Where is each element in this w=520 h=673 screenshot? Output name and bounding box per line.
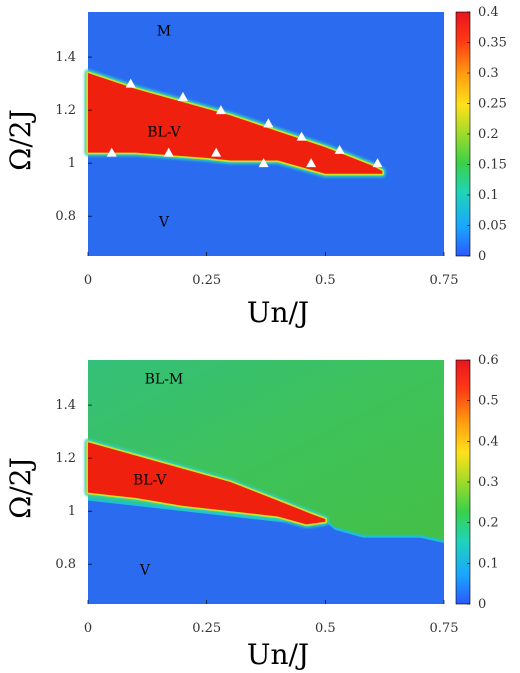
y-tick-label: 1.4 (55, 398, 76, 413)
x-tick-label: 0.5 (315, 621, 336, 636)
bottom-y-axis-label: Ω/2J (4, 457, 37, 519)
bottom-chart-panel: BL-M BL-V V 0 0.25 0.5 0.75 0.8 1 1.2 1.4 Un/J Ω/… (4, 353, 499, 671)
top-chart-panel: MBL-VV 0 0.25 0.5 0.750.811.21.4 Un/J Ω/2J … (4, 5, 507, 329)
colorbar-tick-label: 0.3 (478, 66, 499, 81)
bl-v-band (88, 442, 326, 525)
colorbar-tick-label: 0.2 (478, 516, 499, 531)
colorbar-tick-label: 0.15 (478, 158, 507, 173)
triangle-marker (215, 105, 226, 115)
region-label: V (139, 563, 151, 579)
colorbar-tick-label: 0.4 (478, 5, 499, 20)
colorbar-tick-label: 0 (478, 249, 486, 264)
colorbar-tick-label: 0.1 (478, 188, 499, 203)
colorbar-tick-label: 0.3 (478, 475, 499, 490)
x-tick-label: 0 (84, 273, 92, 288)
triangle-marker (306, 158, 317, 168)
colorbar-tick-label: 0.6 (478, 353, 499, 368)
triangle-marker (263, 118, 274, 128)
x-tick-label: 0.75 (430, 273, 459, 288)
y-tick-label: 1 (68, 504, 76, 519)
colorbar-tick-label: 0.35 (478, 36, 507, 51)
triangle-marker (296, 131, 307, 141)
x-tick-label: 0.25 (192, 621, 221, 636)
y-tick-label: 0.8 (55, 557, 76, 572)
y-tick-label: 1 (68, 156, 76, 171)
colorbar-tick-label: 0.05 (478, 219, 507, 234)
region-label: M (157, 24, 171, 40)
triangle-marker (177, 91, 188, 101)
bottom-x-axis-label: Un/J (247, 638, 309, 671)
bl-v-band (88, 73, 383, 174)
y-tick-label: 1.4 (55, 50, 76, 65)
colorbar-tick-label: 0.4 (478, 434, 499, 449)
y-tick-label: 1.2 (55, 103, 76, 118)
triangle-marker (163, 147, 174, 157)
bl-v-band-edge (86, 440, 328, 527)
x-tick-label: 0.75 (430, 621, 459, 636)
triangle-marker (372, 158, 383, 168)
triangle-marker (334, 144, 345, 154)
triangle-marker (106, 147, 117, 157)
x-tick-label: 0.5 (315, 273, 336, 288)
top-y-axis-label: Ω/2J (4, 109, 37, 171)
y-tick-label: 0.8 (55, 209, 76, 224)
triangle-marker (125, 78, 136, 88)
colorbar-tick-label: 0.25 (478, 97, 507, 112)
region-label: BL-M (145, 372, 184, 388)
triangle-marker (211, 147, 222, 157)
x-tick-label: 0 (84, 621, 92, 636)
top-x-axis-label: Un/J (247, 296, 309, 329)
region-label: V (158, 215, 170, 231)
top-colorbar (456, 12, 470, 256)
region-label: BL-V (133, 472, 167, 488)
colorbar-tick-label: 0.5 (478, 394, 499, 409)
bottom-colorbar (456, 360, 470, 604)
x-tick-label: 0.25 (192, 273, 221, 288)
colorbar-tick-label: 0.2 (478, 127, 499, 142)
colorbar-tick-label: 0 (478, 597, 486, 612)
region-label: BL-V (147, 124, 181, 140)
triangle-marker (258, 158, 269, 168)
colorbar-tick-label: 0.1 (478, 556, 499, 571)
y-tick-label: 1.2 (55, 451, 76, 466)
